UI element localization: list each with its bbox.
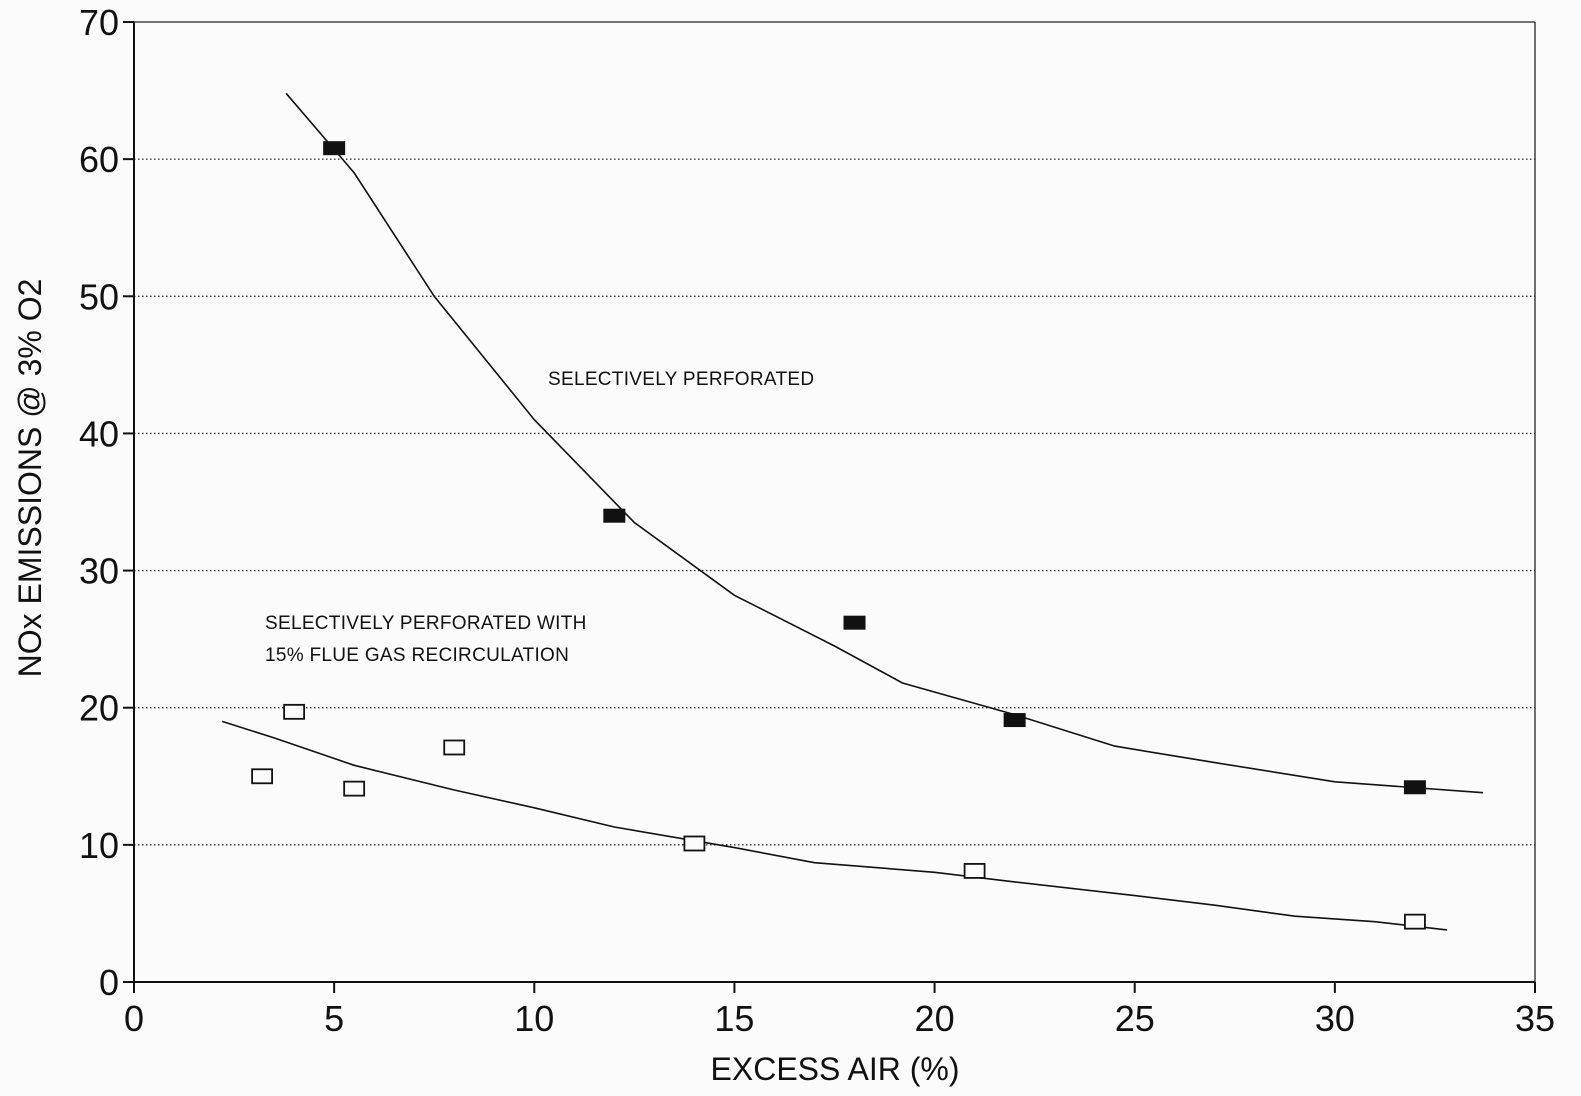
tick-labels: 0 5 10 15 20 25 30 35 0 10 20 30 40 50 60 70: [79, 2, 1555, 1039]
gridlines: [134, 158, 1535, 846]
y-tick-label-40: 40: [79, 413, 119, 454]
marker-open-2: [283, 703, 306, 720]
y-tick-label-60: 60: [79, 139, 119, 180]
marker-filled-5: [1403, 780, 1426, 795]
marker-filled-4: [1003, 713, 1026, 728]
annotation-selectively-perforated: SELECTIVELY PERFORATED: [548, 369, 814, 390]
data-markers: [251, 141, 1426, 930]
x-tick-label-10: 10: [514, 998, 554, 1039]
marker-open-1: [251, 768, 273, 785]
marker-open-4: [443, 739, 466, 756]
y-tick-label-20: 20: [79, 688, 119, 729]
x-axis-title: EXCESS AIR (%): [711, 1051, 960, 1087]
y-tick-label-30: 30: [79, 551, 119, 592]
marker-open-7: [1404, 913, 1426, 930]
fit-curve-series-2: [221, 720, 1447, 931]
fit-curve-series-1: [285, 92, 1484, 794]
annotation-fgr-line1: SELECTIVELY PERFORATED WITH: [265, 613, 587, 634]
annotation-fgr-line2: 15% FLUE GAS RECIRCULATION: [265, 645, 569, 666]
axes: [123, 21, 1536, 993]
y-tick-label-50: 50: [79, 276, 119, 317]
marker-filled-2: [603, 508, 626, 523]
x-tick-label-0: 0: [124, 998, 144, 1039]
y-axis-title: NOx EMISSIONS @ 3% O2: [12, 279, 48, 678]
marker-open-3: [343, 780, 366, 797]
x-tick-label-5: 5: [324, 998, 344, 1039]
x-tick-label-25: 25: [1115, 998, 1155, 1039]
x-tick-label-15: 15: [714, 998, 754, 1039]
fit-curves: [221, 92, 1484, 931]
x-tick-label-20: 20: [915, 998, 955, 1039]
marker-filled-1: [323, 141, 346, 156]
y-tick-label-70: 70: [79, 2, 119, 43]
marker-open-6: [963, 863, 986, 879]
marker-open-5: [683, 835, 706, 852]
y-tick-label-0: 0: [99, 962, 119, 1003]
x-tick-label-30: 30: [1315, 998, 1355, 1039]
y-tick-label-10: 10: [79, 825, 119, 866]
marker-filled-3: [843, 615, 866, 630]
x-tick-label-35: 35: [1515, 998, 1555, 1039]
